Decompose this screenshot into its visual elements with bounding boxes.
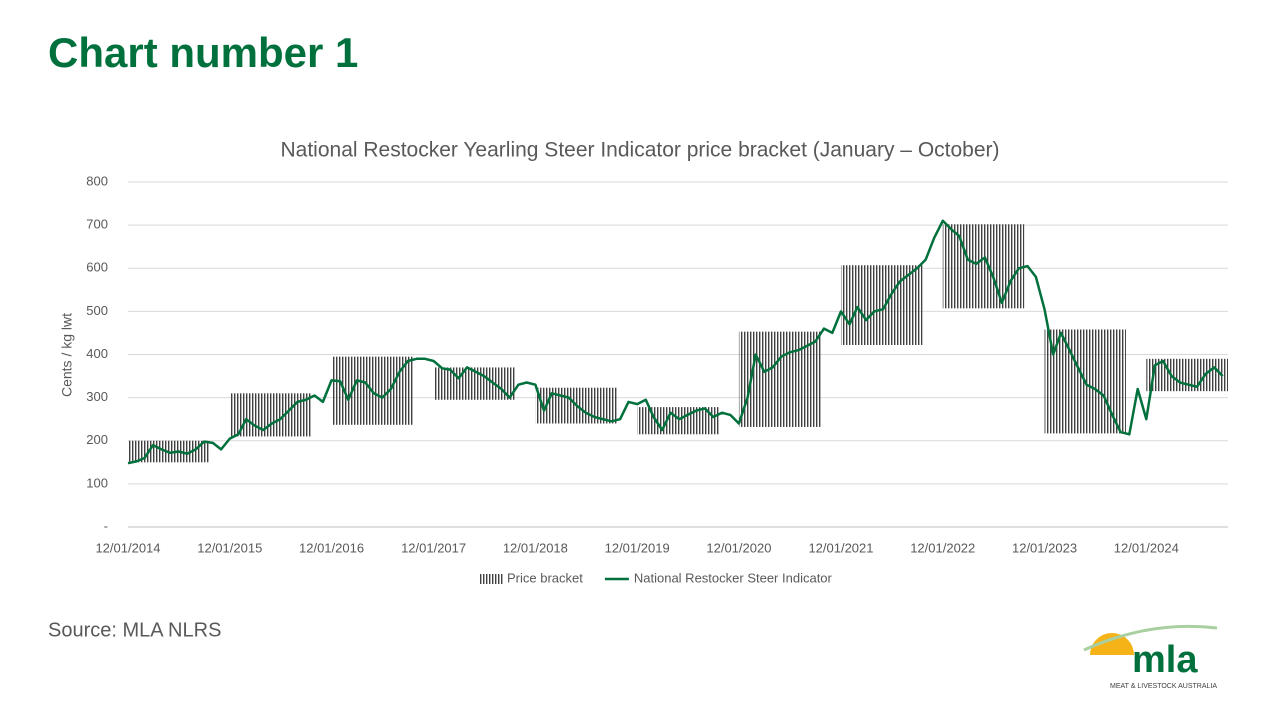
page-title: Chart number 1 [48, 29, 358, 76]
y-tick-label: 300 [86, 389, 108, 404]
source: Source: MLA NLRS [48, 619, 221, 641]
y-tick-label: 500 [86, 303, 108, 318]
x-tick-label: 12/01/2022 [910, 540, 975, 555]
x-tick-label: 12/01/2016 [299, 540, 364, 555]
y-tick-label: 200 [86, 432, 108, 447]
x-tick-label: 12/01/2020 [706, 540, 771, 555]
x-tick-label: 12/01/2023 [1012, 540, 1077, 555]
x-tick-label: 12/01/2014 [95, 540, 160, 555]
price-bracket [738, 331, 821, 427]
y-tick-label: 400 [86, 346, 108, 361]
y-tick-label: 800 [86, 173, 108, 188]
logo-swoosh [1083, 624, 1218, 652]
legend-label: Price bracket [507, 570, 583, 585]
y-tick-label: 100 [86, 475, 108, 490]
price-bracket [942, 224, 1025, 309]
logo-tagline: MEAT & LIVESTOCK AUSTRALIA [1110, 683, 1217, 690]
x-tick-label: 12/01/2024 [1114, 540, 1179, 555]
y-tick-label: 700 [86, 217, 108, 232]
legend-swatch [480, 574, 504, 584]
price-bracket [840, 265, 923, 346]
y-axis-label: Cents / kg lwt [59, 313, 75, 397]
logo-name: mla [1132, 639, 1198, 681]
legend-label: National Restocker Steer Indicator [634, 570, 833, 585]
indicator-line [127, 219, 1224, 465]
price-bracket [433, 367, 516, 400]
y-tick-label: 600 [86, 260, 108, 275]
logo: mla MEAT & LIVESTOCK AUSTRALIA [1083, 624, 1218, 690]
x-tick-label: 12/01/2021 [808, 540, 873, 555]
x-tick-label: 12/01/2015 [197, 540, 262, 555]
price-bracket [229, 393, 312, 437]
price-bracket [1146, 358, 1228, 392]
x-tick-label: 12/01/2018 [503, 540, 568, 555]
logo-sun [1090, 633, 1134, 655]
chart-title: National Restocker Yearling Steer Indica… [280, 139, 999, 162]
y-tick-label: - [104, 518, 108, 533]
x-tick-label: 12/01/2017 [401, 540, 466, 555]
x-tick-label: 12/01/2019 [605, 540, 670, 555]
